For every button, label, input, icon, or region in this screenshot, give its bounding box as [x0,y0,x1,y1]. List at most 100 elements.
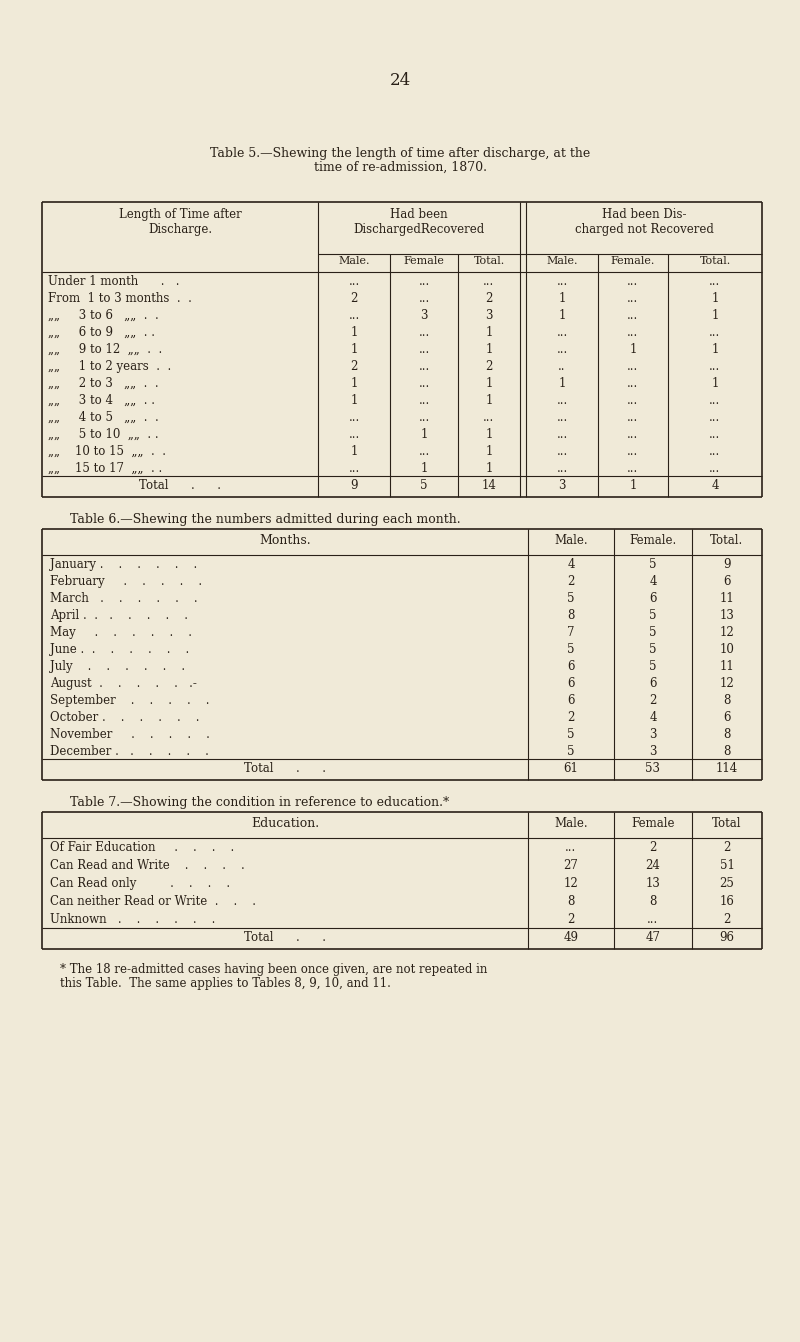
Text: 2: 2 [567,711,574,723]
Text: 10: 10 [719,643,734,656]
Text: ...: ... [418,377,430,391]
Text: 6: 6 [567,676,574,690]
Text: 8: 8 [723,694,730,707]
Text: ...: ... [710,326,721,340]
Text: Total      .      .: Total . . [244,931,326,943]
Text: ...: ... [418,360,430,373]
Text: ...: ... [348,275,360,289]
Text: 1: 1 [486,326,493,340]
Text: ...: ... [556,395,568,407]
Text: 6: 6 [650,592,657,605]
Text: Female.: Female. [630,534,677,548]
Text: Female: Female [403,256,445,266]
Text: Table 5.—Shewing the length of time after discharge, at the: Table 5.—Shewing the length of time afte… [210,148,590,160]
Text: ...: ... [710,395,721,407]
Text: 53: 53 [646,762,661,774]
Text: ...: ... [627,395,638,407]
Text: Total      .      .: Total . . [244,762,326,774]
Text: 8: 8 [723,727,730,741]
Text: 12: 12 [720,625,734,639]
Text: Of Fair Education     .    .    .    .: Of Fair Education . . . . [50,841,234,854]
Text: ...: ... [556,446,568,458]
Text: 2: 2 [723,841,730,854]
Text: 5: 5 [650,558,657,570]
Text: 6: 6 [567,660,574,672]
Text: 2: 2 [650,841,657,854]
Text: ...: ... [483,275,494,289]
Text: 8: 8 [723,745,730,758]
Text: June .  .    .    .    .    .    .: June . . . . . . . [50,643,190,656]
Text: 3: 3 [650,727,657,741]
Text: 9: 9 [723,558,730,570]
Text: 49: 49 [563,931,578,943]
Text: 5: 5 [420,479,428,493]
Text: ...: ... [556,411,568,424]
Text: 1: 1 [486,462,493,475]
Text: 1: 1 [711,309,718,322]
Text: ...: ... [710,462,721,475]
Text: 5: 5 [650,660,657,672]
Text: Can neither Read or Write  .    .    .: Can neither Read or Write . . . [50,895,256,909]
Text: 16: 16 [719,895,734,909]
Text: ...: ... [418,293,430,305]
Text: 12: 12 [720,676,734,690]
Text: Male.: Male. [546,256,578,266]
Text: „„     9 to 12  „„  .  .: „„ 9 to 12 „„ . . [48,344,162,356]
Text: 5: 5 [567,727,574,741]
Text: 2: 2 [567,913,574,926]
Text: 1: 1 [350,446,358,458]
Text: 1: 1 [486,446,493,458]
Text: 1: 1 [711,377,718,391]
Text: Had been
DischargedRecovered: Had been DischargedRecovered [354,208,485,236]
Text: „„    10 to 15  „„  .  .: „„ 10 to 15 „„ . . [48,446,166,458]
Text: 9: 9 [350,479,358,493]
Text: 8: 8 [650,895,657,909]
Text: Education.: Education. [251,817,319,829]
Text: August  .    .    .    .    .   .-: August . . . . . .- [50,676,197,690]
Text: 12: 12 [564,878,578,890]
Text: ...: ... [418,446,430,458]
Text: ...: ... [710,360,721,373]
Text: ...: ... [418,344,430,356]
Text: ...: ... [627,377,638,391]
Text: ...: ... [627,293,638,305]
Text: ...: ... [556,344,568,356]
Text: ...: ... [483,411,494,424]
Text: Can Read only         .    .    .    .: Can Read only . . . . [50,878,230,890]
Text: ...: ... [627,309,638,322]
Text: Female: Female [631,817,674,829]
Text: May     .    .    .    .    .    .: May . . . . . . [50,625,192,639]
Text: Male.: Male. [554,534,588,548]
Text: ...: ... [418,326,430,340]
Text: ...: ... [710,275,721,289]
Text: Unknown   .    .    .    .    .    .: Unknown . . . . . . [50,913,215,926]
Text: 8: 8 [567,609,574,621]
Text: 7: 7 [567,625,574,639]
Text: 4: 4 [650,711,657,723]
Text: time of re-admission, 1870.: time of re-admission, 1870. [314,161,486,174]
Text: 5: 5 [650,609,657,621]
Text: ...: ... [627,411,638,424]
Text: „„    15 to 17  „„  . .: „„ 15 to 17 „„ . . [48,462,162,475]
Text: 11: 11 [720,592,734,605]
Text: Total.: Total. [710,534,744,548]
Text: 61: 61 [563,762,578,774]
Text: this Table.  The same applies to Tables 8, 9, 10, and 11.: this Table. The same applies to Tables 8… [60,977,391,990]
Text: 24: 24 [390,72,410,89]
Text: 6: 6 [723,711,730,723]
Text: „„     3 to 4   „„  . .: „„ 3 to 4 „„ . . [48,395,155,407]
Text: 3: 3 [420,309,428,322]
Text: 1: 1 [630,344,637,356]
Text: 27: 27 [563,859,578,872]
Text: 47: 47 [646,931,661,943]
Text: ...: ... [348,411,360,424]
Text: „„     4 to 5   „„  .  .: „„ 4 to 5 „„ . . [48,411,158,424]
Text: ...: ... [566,841,577,854]
Text: 5: 5 [567,592,574,605]
Text: 2: 2 [350,360,358,373]
Text: Total.: Total. [699,256,730,266]
Text: 5: 5 [650,625,657,639]
Text: Months.: Months. [259,534,311,548]
Text: 3: 3 [558,479,566,493]
Text: ...: ... [418,411,430,424]
